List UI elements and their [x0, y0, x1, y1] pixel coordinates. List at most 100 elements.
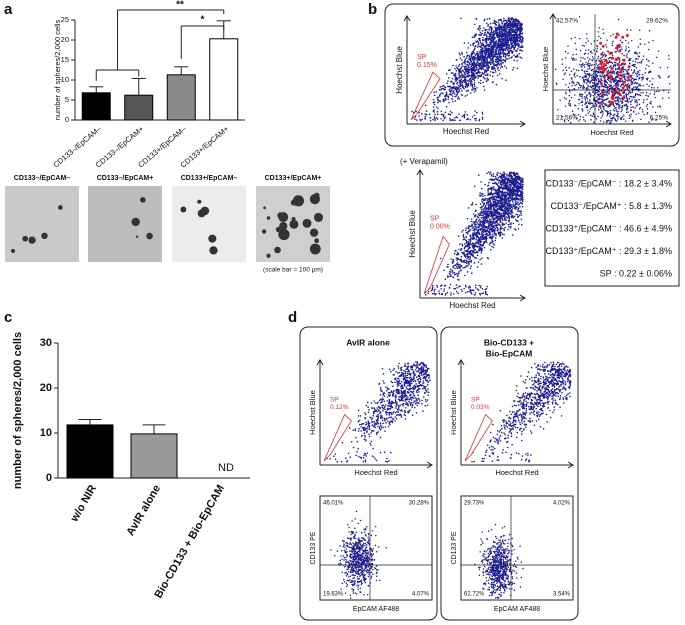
- y-tick-label: 15: [61, 55, 69, 64]
- bar: [130, 433, 178, 479]
- plot-frame: [460, 495, 574, 601]
- sphere: [28, 236, 36, 244]
- sp-gate: [323, 413, 352, 462]
- sphere: [279, 221, 288, 231]
- sphere: [180, 206, 187, 213]
- sphere: [140, 197, 146, 203]
- gate-value: 0.03%: [471, 404, 490, 411]
- x-tick-label: Bio-CD133 + Bio-EpCAM: [152, 483, 227, 600]
- sphere: [278, 212, 289, 223]
- panel-d-frame: [440, 326, 579, 621]
- sphere: [274, 246, 281, 254]
- plot-frame: [319, 495, 433, 601]
- micrograph: [88, 186, 162, 262]
- sphere: [278, 228, 290, 241]
- quadrant-value: 4.07%: [412, 592, 430, 598]
- x-axis-label: Hoechst Red: [590, 128, 633, 137]
- x-axis-label: Hoechst Red: [495, 468, 538, 477]
- y-axis-label: Hoechst Blue: [308, 390, 317, 435]
- y-tick-label: 20: [40, 382, 52, 394]
- y-tick-label: 0: [65, 115, 69, 124]
- sp-gate: [410, 71, 441, 121]
- bar: [81, 92, 111, 121]
- quadrant-value: 6.25%: [650, 115, 669, 122]
- quadrant-value: 30.28%: [409, 501, 430, 507]
- x-tick-label: w/o NIR: [68, 483, 99, 525]
- sphere: [266, 216, 271, 220]
- sphere: [58, 205, 63, 210]
- panel-d-frame: [299, 326, 438, 621]
- sphere: [292, 195, 304, 207]
- gate-value: 0.15%: [417, 62, 437, 69]
- sphere: [309, 243, 321, 255]
- gate-value: 0.12%: [330, 404, 349, 411]
- panel-label: a: [4, 1, 13, 18]
- y-axis-label: number of spheres/2,000 cells: [12, 332, 24, 489]
- sphere: [263, 206, 266, 210]
- sphere: [309, 228, 319, 237]
- quadrant-value: 19.63%: [323, 592, 344, 598]
- plot-title: (+ Verapamil): [400, 157, 448, 166]
- sphere: [10, 248, 16, 253]
- sphere: [146, 232, 153, 240]
- stat-line: CD133⁺/EpCAM⁺ : 29.3 ± 1.8%: [546, 246, 673, 256]
- sphere: [302, 218, 312, 228]
- sphere: [22, 235, 29, 242]
- y-axis-label: Hoechst Blue: [395, 46, 404, 94]
- annotation: ND: [218, 462, 234, 474]
- micrograph: [172, 186, 246, 262]
- y-tick-label: 10: [61, 75, 69, 84]
- quadrant-value: 4.02%: [553, 501, 571, 507]
- panel-label: c: [4, 309, 12, 326]
- y-tick-label: 5: [65, 95, 69, 104]
- arrow-head: [549, 13, 672, 128]
- sphere: [309, 194, 320, 205]
- significance: *: [201, 15, 205, 26]
- sphere: [314, 238, 320, 244]
- sphere: [209, 246, 218, 255]
- quadrant-value: 29.62%: [646, 18, 668, 25]
- arrow-head: [316, 359, 433, 469]
- event-cloud: [471, 361, 572, 463]
- event-cloud: [326, 361, 431, 463]
- bar: [209, 38, 239, 121]
- stat-line: CD133⁺/EpCAM⁻ : 46.6 ± 4.9%: [546, 223, 673, 233]
- stats-box: [544, 169, 680, 287]
- significance: **: [176, 0, 184, 11]
- sphere: [197, 199, 202, 204]
- sphere: [135, 235, 139, 238]
- event-cloud: [330, 510, 387, 599]
- event-cloud: [424, 171, 524, 296]
- y-axis-label: number of spheres/2,000 cells: [53, 20, 62, 121]
- y-tick-label: 20: [61, 35, 69, 44]
- micrograph-title: CD133+/EpCAM–: [181, 175, 238, 182]
- x-axis-label: EpCAM AF488: [353, 606, 399, 613]
- sphere: [261, 229, 267, 234]
- scale-note: (scale bar = 100 μm): [263, 267, 323, 274]
- panel-b-frame: [384, 3, 680, 147]
- gate-value: 0.00%: [430, 223, 450, 230]
- panel-label: d: [288, 309, 297, 326]
- bar: [66, 424, 114, 479]
- y-axis-label: Hoechst Blue: [449, 390, 458, 435]
- panel-label: b: [368, 1, 377, 18]
- sphere: [131, 217, 140, 227]
- x-tick-label: AvIR alone: [124, 483, 163, 538]
- quadrant-value: 29.73%: [464, 501, 485, 507]
- bar: [166, 74, 196, 121]
- arrow-head: [416, 169, 526, 302]
- gate-label: SP: [430, 215, 440, 222]
- y-tick-label: 0: [46, 472, 52, 484]
- stat-line: CD133⁻/EpCAM⁺ : 5.8 ± 1.3%: [551, 201, 673, 211]
- stat-line: SP : 0.22 ± 0.06%: [600, 268, 672, 278]
- event-cloud: [598, 32, 632, 105]
- bar: [124, 94, 154, 121]
- event-cloud: [474, 523, 524, 599]
- quadrant-value: 62.72%: [464, 592, 485, 598]
- arrow-head: [403, 15, 526, 128]
- sphere: [208, 234, 217, 243]
- y-axis-label: Hoechst Blue: [408, 210, 417, 258]
- column-title: AvIR alone: [346, 337, 390, 347]
- column-title: Bio-CD133 +: [484, 337, 534, 347]
- micrograph-title: CD133+/EpCAM+: [265, 175, 322, 182]
